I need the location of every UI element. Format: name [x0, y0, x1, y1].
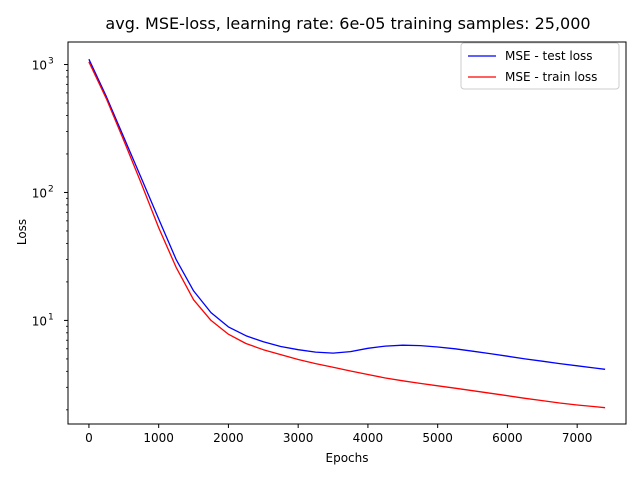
series-layer [88, 58, 606, 409]
y-tick-exponent: 3 [48, 57, 54, 67]
x-tick-label: 2000 [213, 431, 244, 445]
x-tick-label: 5000 [422, 431, 453, 445]
y-tick-label: 10 [32, 314, 47, 328]
x-axis-ticks: 0 1000 2000 3000 4000 5000 6000 7000 [85, 424, 592, 445]
chart-title: avg. MSE-loss, learning rate: 6e-05 trai… [105, 14, 590, 33]
y-tick-label: 10 [32, 59, 47, 73]
x-tick-label: 0 [85, 431, 93, 445]
x-tick-label: 4000 [353, 431, 384, 445]
legend-label-train: MSE - train loss [505, 70, 597, 84]
axes-frame [67, 41, 627, 425]
x-axis-label: Epochs [326, 451, 369, 465]
y-tick-exponent: 1 [48, 312, 54, 322]
x-tick-label: 7000 [562, 431, 593, 445]
legend-label-test: MSE - test loss [505, 49, 593, 63]
legend-box [460, 42, 620, 90]
series-line-test [88, 58, 606, 370]
x-tick-label: 6000 [492, 431, 523, 445]
x-tick-label: 3000 [283, 431, 314, 445]
y-axis-label: Loss [15, 219, 29, 245]
x-tick-label: 1000 [143, 431, 174, 445]
series-line-train [88, 61, 606, 409]
y-tick-label: 10 [32, 186, 47, 200]
y-tick-exponent: 2 [48, 184, 54, 194]
legend: MSE - test loss MSE - train loss [460, 42, 620, 90]
